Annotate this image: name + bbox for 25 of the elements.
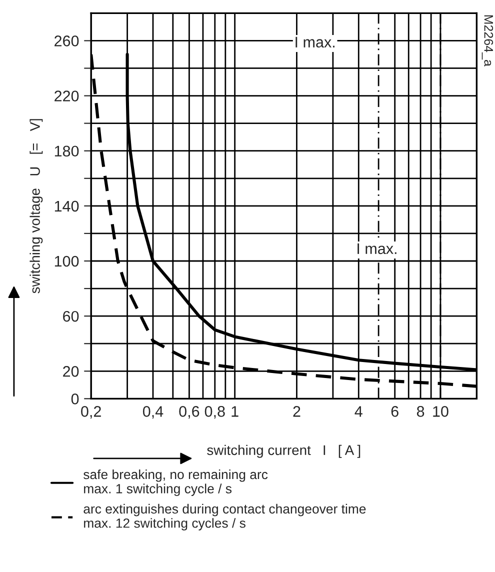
ref-line-label: I max. <box>296 36 334 48</box>
x-tick-label: 0,8 <box>204 406 225 419</box>
y-tick-label: 140 <box>54 200 79 212</box>
x-tick-label: 0,4 <box>142 406 164 419</box>
x-tick-label: 1 <box>232 406 238 417</box>
x-tick-label: 8 <box>416 406 424 417</box>
x-tick-label: 0,2 <box>81 406 101 419</box>
legend-label: arc extinguishes during contact changeover time max. 12 switching cycles / s <box>84 504 366 530</box>
y-tick-label: 0 <box>71 394 79 404</box>
y-tick-label: 20 <box>63 366 79 377</box>
x-tick-label: 10 <box>433 406 448 417</box>
legend-label: safe breaking, no remaining arc max. 1 switching cycle / s <box>84 469 268 496</box>
y-tick-label: 220 <box>54 90 79 102</box>
x-tick-label: 0,6 <box>179 406 200 419</box>
x-tick-label: 4 <box>354 406 362 417</box>
x-tick-label: 2 <box>293 406 300 417</box>
x-tick-label: 6 <box>391 406 398 417</box>
y-tick-label: 260 <box>54 36 79 46</box>
x-axis-title: switching current I [ A ] <box>207 444 360 458</box>
y-tick-label: 180 <box>54 146 79 157</box>
text: M2264_a <box>482 15 494 66</box>
ref-line-label: I max. <box>358 243 396 254</box>
y-tick-label: 100 <box>54 256 79 267</box>
y-axis-title: switching voltage U [= V] <box>30 119 43 294</box>
y-tick-label: 60 <box>63 310 79 322</box>
